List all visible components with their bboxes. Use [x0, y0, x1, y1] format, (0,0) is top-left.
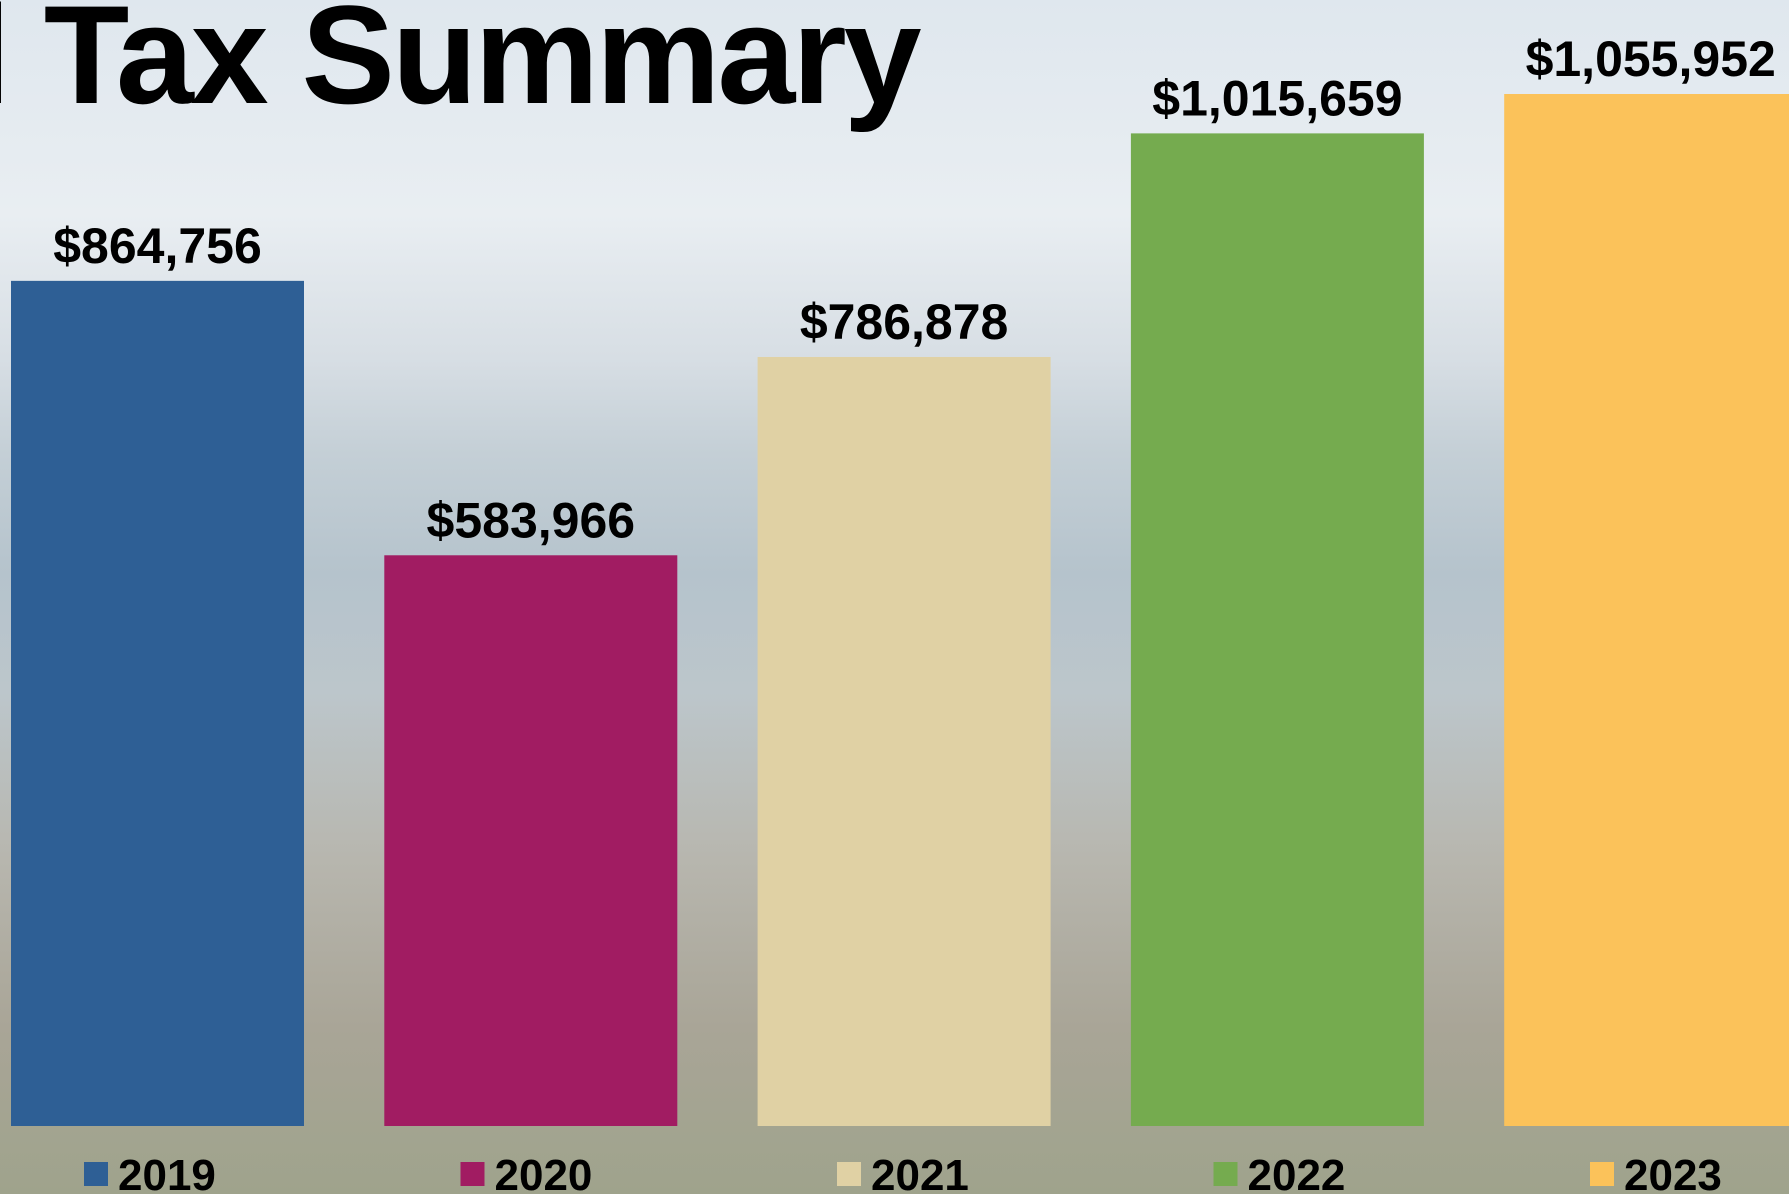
value-label: $786,878	[800, 294, 1009, 350]
legend-label: 2019	[118, 1151, 216, 1194]
legend-swatch	[84, 1162, 108, 1186]
legend-label: 2020	[495, 1151, 593, 1194]
value-label: $1,015,659	[1152, 70, 1402, 126]
bar	[757, 356, 1051, 1126]
bar	[384, 555, 678, 1126]
value-label: $583,966	[427, 492, 636, 548]
legend-swatch	[837, 1162, 861, 1186]
legend-swatch	[1213, 1162, 1238, 1186]
bar	[1504, 94, 1789, 1126]
value-label: $864,756	[53, 218, 262, 274]
legend-label: 2022	[1248, 1151, 1346, 1194]
legend-swatch	[1590, 1162, 1614, 1186]
bar	[11, 280, 304, 1126]
value-label: $1,055,952	[1526, 31, 1776, 87]
bar	[1130, 133, 1424, 1127]
legend-swatch	[460, 1162, 485, 1186]
chart-title: l Tax Summary	[0, 0, 922, 133]
legend-label: 2023	[1624, 1151, 1722, 1194]
legend-label: 2021	[871, 1151, 969, 1194]
